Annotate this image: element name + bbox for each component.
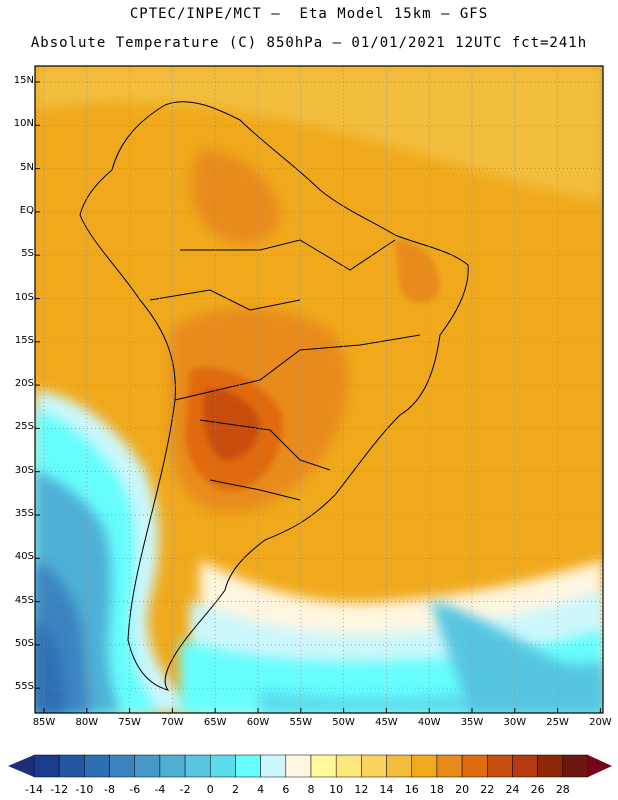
colorbar-swatch (487, 754, 513, 778)
map-frame (34, 65, 604, 714)
colorbar-swatch (361, 754, 387, 778)
colorbar-over-arrow (588, 755, 612, 777)
lon-label: 75W (118, 717, 141, 728)
colorbar-swatch (411, 754, 438, 778)
lat-label: 25S (14, 421, 34, 433)
colorbar-label: 2 (231, 783, 239, 796)
lat-label: 40S (14, 551, 34, 563)
colorbar-swatch (84, 754, 110, 778)
colorbar-swatch (562, 754, 589, 778)
colorbar (8, 754, 612, 778)
axis-ticks (35, 81, 601, 713)
colorbar-label: 6 (282, 783, 290, 796)
lat-lon-grid (35, 66, 603, 713)
colorbar-swatch (260, 754, 287, 778)
lat-label: 15S (14, 334, 34, 346)
colorbar-swatch (58, 754, 85, 778)
colorbar-label: -6 (129, 783, 141, 796)
colorbar-swatch (512, 754, 538, 778)
lat-label: 5S (21, 248, 34, 260)
lon-label: 55W (289, 717, 313, 728)
colorbar-label: -10 (75, 783, 94, 796)
colorbar-label: -4 (154, 783, 166, 796)
lon-label: 30W (503, 717, 527, 728)
lat-label: 30S (14, 464, 34, 476)
lon-label: 80W (75, 717, 99, 728)
lat-label: 20S (14, 378, 34, 390)
colorbar-label: -8 (104, 783, 116, 796)
colorbar-swatch (210, 754, 236, 778)
lat-label: 35S (14, 508, 34, 519)
lon-label: 40W (417, 717, 441, 728)
lat-label: 55S (14, 681, 34, 693)
colorbar-swatch (537, 754, 564, 778)
colorbar-swatch (461, 754, 488, 778)
map-title: CPTEC/INPE/MCT – Eta Model 15km – GFS (129, 6, 489, 22)
lat-label: 50S (14, 637, 34, 649)
colorbar-swatch (386, 754, 412, 778)
colorbar-under-arrow (8, 755, 34, 777)
colorbar-label: 14 (379, 783, 394, 796)
lon-label: 50W (332, 717, 355, 728)
colorbar-label: 28 (555, 783, 570, 796)
lat-label: 15N (13, 75, 34, 86)
colorbar-label: 4 (257, 783, 265, 796)
colorbar-swatch (235, 754, 261, 778)
lon-label: 25W (546, 717, 569, 728)
colorbar-label: 10 (329, 783, 344, 796)
lat-label: 5N (20, 161, 34, 173)
colorbar-label: 16 (404, 783, 419, 796)
colorbar-swatch (436, 754, 463, 778)
lon-label: 60W (246, 717, 270, 728)
colorbar-label: 18 (429, 783, 444, 796)
lon-label: 35W (460, 717, 484, 728)
colorbar-swatch (184, 754, 211, 778)
colorbar-label: 8 (307, 783, 315, 796)
colorbar-swatch (335, 754, 362, 778)
colorbar-label: 0 (206, 783, 214, 796)
lat-label: 45S (14, 594, 34, 606)
lat-label: 10S (14, 291, 34, 303)
lon-label: 20W (589, 717, 612, 728)
temperature-field (35, 66, 603, 713)
colorbar-swatch (285, 754, 312, 778)
colorbar-swatch (159, 754, 186, 778)
coastlines (79, 101, 469, 691)
lat-label: 10N (13, 118, 34, 130)
colorbar-swatch (310, 754, 337, 778)
colorbar-label: 26 (530, 783, 545, 796)
lon-label: 45W (375, 717, 398, 728)
lon-label: 85W (32, 717, 56, 728)
lon-label: 70W (161, 717, 184, 728)
colorbar-label: 20 (455, 783, 470, 796)
colorbar-label: -14 (25, 783, 43, 796)
lon-label: 65W (203, 717, 227, 728)
colorbar-label: -12 (50, 783, 69, 796)
colorbar-label: 12 (354, 783, 369, 796)
lat-label: EQ (19, 204, 34, 216)
colorbar-label: 24 (505, 783, 520, 796)
map-subtitle: Absolute Temperature (C) 850hPa – 01/01/… (30, 35, 588, 51)
colorbar-label: 22 (480, 783, 495, 796)
colorbar-swatch (109, 754, 135, 778)
colorbar-swatch (134, 754, 161, 778)
colorbar-label: -2 (179, 783, 191, 796)
colorbar-swatch (33, 754, 60, 778)
